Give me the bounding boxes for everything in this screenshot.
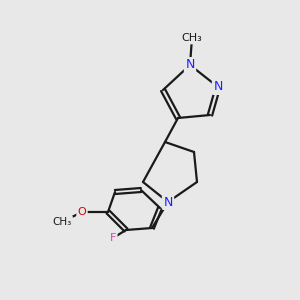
- Text: F: F: [110, 233, 116, 243]
- Text: N: N: [213, 80, 223, 94]
- Text: CH₃: CH₃: [52, 217, 72, 227]
- Text: N: N: [185, 58, 195, 71]
- Text: CH₃: CH₃: [182, 33, 203, 43]
- Text: O: O: [78, 207, 86, 217]
- Text: N: N: [163, 196, 173, 208]
